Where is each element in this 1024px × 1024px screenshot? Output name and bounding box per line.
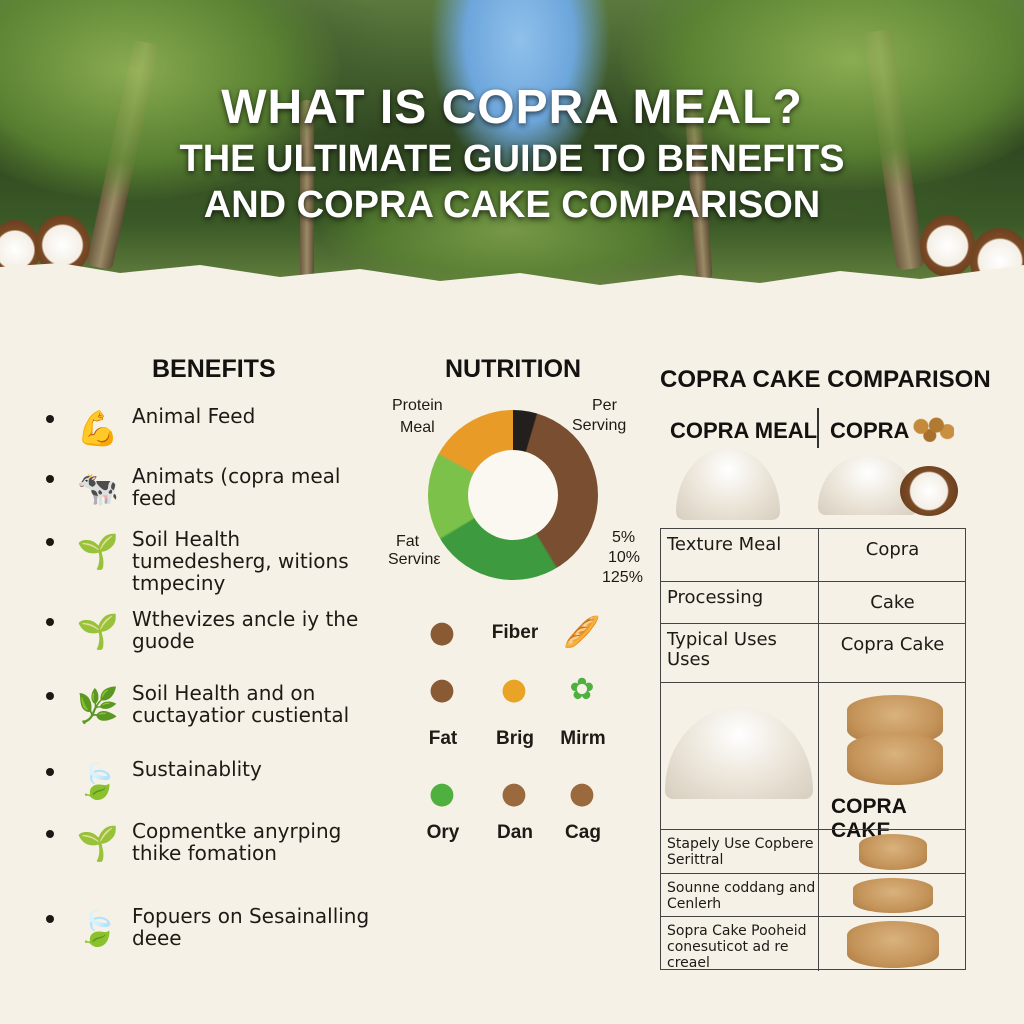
cow-icon: 🐄 xyxy=(76,469,120,509)
nutrient-label: Dan xyxy=(497,822,533,843)
bullet xyxy=(46,618,54,626)
leaves-icon: 🍃 xyxy=(76,762,120,802)
seeds-icon: ● xyxy=(500,672,528,707)
benefit-item: 🐄 Animats (copra meal feed xyxy=(46,465,372,513)
drumstick-icon: ● xyxy=(568,776,596,811)
bullet xyxy=(46,475,54,483)
sprout-icon: 🌱 xyxy=(76,612,120,652)
bullet xyxy=(46,538,54,546)
onion-icon: ● xyxy=(500,776,528,811)
label-meal: Meal xyxy=(400,419,435,436)
seedling-icon: 🌱 xyxy=(76,824,120,864)
benefit-item: 🌱 Wthevizes ancle iy the guode xyxy=(46,608,372,656)
comparison-table: Texture Meal Copra Processing Cake Typical U… xyxy=(660,528,966,971)
nutrient-label: Mirm xyxy=(560,728,606,749)
leaf-icon: 🍃 xyxy=(76,909,120,949)
benefit-text: Wthevizes ancle iy the guode xyxy=(132,607,359,653)
row-value: Copra xyxy=(818,529,966,581)
label-percent-3: 125% xyxy=(602,569,643,586)
column-copra: COPRA xyxy=(830,418,910,443)
benefit-text: Fopuers on Sesainalling deee xyxy=(132,904,370,950)
bullet xyxy=(46,830,54,838)
nutrient-label: Ory xyxy=(426,822,460,843)
nutrient-label: Fat xyxy=(428,728,458,749)
benefit-item: 💪 Animal Feed xyxy=(46,405,372,453)
label-fat: Fat xyxy=(396,533,420,550)
nutrition-heading: NUTRITION xyxy=(445,355,582,383)
broccoli-icon: ✿ xyxy=(569,672,595,707)
benefit-item: 🌱 Soil Health tumedesherg, witions tmpeci… xyxy=(46,528,372,594)
row-value: Copra Cake xyxy=(818,624,966,682)
table-row: Processing Cake xyxy=(661,581,965,623)
benefits-heading: BENEFITS xyxy=(152,355,276,383)
nutrient-label: Fiber xyxy=(491,622,539,643)
benefit-text: Soil Health and on cuctayatior custienta… xyxy=(132,681,350,727)
benefit-item: 🌿 Soil Health and on cuctayatior custient… xyxy=(46,682,372,730)
coconut-right-image xyxy=(920,215,975,277)
nuts-icon: ● xyxy=(428,615,456,650)
row-label: Processing xyxy=(667,587,764,608)
label-percent-1: 5% xyxy=(612,529,636,546)
benefit-text: Animats (copra meal feed xyxy=(132,464,341,510)
table-row: Stapely Use Copbere Serittral xyxy=(661,829,965,873)
benefit-text: Animal Feed xyxy=(132,404,256,428)
benefit-text: Sustainablity xyxy=(132,757,262,781)
copra-chunks-icon xyxy=(910,416,954,442)
comparison-heading: COPRA CAKE COMPARISON xyxy=(660,366,991,393)
label-percent-2: 10% xyxy=(608,549,641,566)
bullet xyxy=(46,915,54,923)
label-protein: Protein xyxy=(392,397,443,414)
row-value: Cake xyxy=(818,582,966,623)
nutrient-label: Brig xyxy=(496,728,534,749)
cake-image-cell xyxy=(818,874,966,916)
benefit-item: 🍃 Sustainablity xyxy=(46,758,372,806)
beans-icon: ● xyxy=(428,672,456,707)
row-label: Stapely Use Copbere Serittral xyxy=(667,836,814,868)
benefit-item: 🌱 Copmentke anyrping thike fomation xyxy=(46,820,372,868)
label-serving: Serving xyxy=(572,417,627,434)
row-label: Sopra Cake Pooheid conesuticot ad re cre… xyxy=(667,923,807,971)
nutrient-label: Cag xyxy=(565,822,601,843)
copra-cake-image xyxy=(847,921,939,968)
muscle-arm-icon: 💪 xyxy=(76,409,120,449)
copra-cake-image xyxy=(853,878,933,913)
row-label: Typical Uses Uses xyxy=(667,629,777,670)
cake-image-cell xyxy=(818,830,966,873)
cake-image-cell xyxy=(818,917,966,971)
copra-cake-image xyxy=(859,834,927,870)
benefit-text: Copmentke anyrping thike fomation xyxy=(132,819,342,865)
copra-cake-image xyxy=(847,733,943,785)
bullet xyxy=(46,415,54,423)
nutrition-donut-chart xyxy=(428,410,598,580)
label-fat-serving: Servinε xyxy=(388,551,441,568)
table-row: Typical Uses Uses Copra Cake xyxy=(661,623,965,682)
root-icon: 🌿 xyxy=(76,686,120,726)
table-row: Sopra Cake Pooheid conesuticot ad re cre… xyxy=(661,916,965,971)
benefit-text: Soil Health tumedesherg, witions tmpecin… xyxy=(132,527,349,595)
sprout-icon: 🌱 xyxy=(76,532,120,572)
page-title: WHAT IS COPRA MEAL? THE ULTIMATE GUIDE T… xyxy=(179,81,845,226)
torn-paper-edge xyxy=(0,263,1024,315)
coconut-half-image xyxy=(900,466,958,516)
table-row: Texture Meal Copra xyxy=(661,529,965,581)
header-banner: WHAT IS COPRA MEAL? THE ULTIMATE GUIDE T… xyxy=(0,0,1024,300)
bullet xyxy=(46,692,54,700)
column-copra-meal: COPRA MEAL xyxy=(670,418,818,443)
table-row: Sounne coddang and Cenlerh xyxy=(661,873,965,916)
cabbage-icon: ● xyxy=(428,776,456,811)
copra-meal-pile-image xyxy=(665,707,813,799)
benefit-item: 🍃 Fopuers on Sesainalling deee xyxy=(46,905,372,953)
bullet xyxy=(46,768,54,776)
label-per: Per xyxy=(592,397,617,414)
column-divider xyxy=(817,408,819,448)
image-row: COPRA CAKE xyxy=(661,682,965,842)
row-label: Sounne coddang and Cenlerh xyxy=(667,880,816,912)
copra-meal-powder-image xyxy=(676,448,780,520)
bread-icon: 🥖 xyxy=(563,615,601,650)
row-label: Texture Meal xyxy=(667,534,782,555)
